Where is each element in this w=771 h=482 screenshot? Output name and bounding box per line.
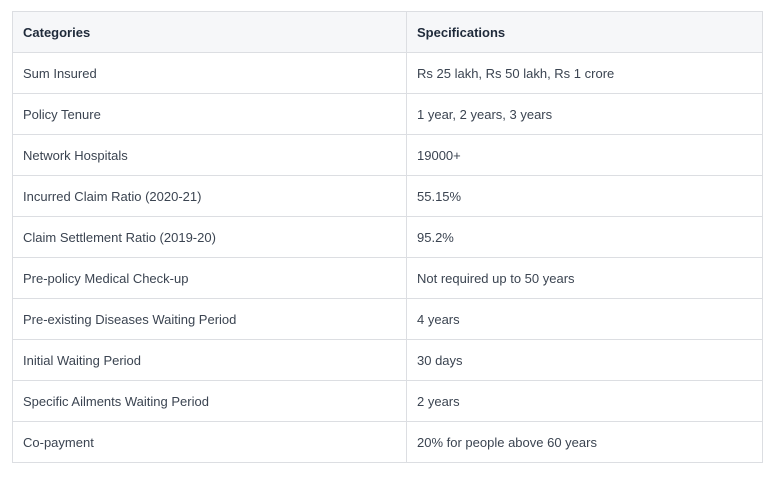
specification-cell: Not required up to 50 years — [407, 258, 763, 299]
specification-cell: 19000+ — [407, 135, 763, 176]
table-row: Initial Waiting Period 30 days — [13, 340, 763, 381]
header-row: Categories Specifications — [13, 12, 763, 53]
table-row: Network Hospitals 19000+ — [13, 135, 763, 176]
category-cell: Policy Tenure — [13, 94, 407, 135]
specification-cell: 95.2% — [407, 217, 763, 258]
specification-cell: Rs 25 lakh, Rs 50 lakh, Rs 1 crore — [407, 53, 763, 94]
table-row: Pre-policy Medical Check-up Not required… — [13, 258, 763, 299]
category-cell: Sum Insured — [13, 53, 407, 94]
category-cell: Network Hospitals — [13, 135, 407, 176]
category-cell: Co-payment — [13, 422, 407, 463]
table-row: Specific Ailments Waiting Period 2 years — [13, 381, 763, 422]
category-cell: Specific Ailments Waiting Period — [13, 381, 407, 422]
table-row: Incurred Claim Ratio (2020-21) 55.15% — [13, 176, 763, 217]
table-row: Policy Tenure 1 year, 2 years, 3 years — [13, 94, 763, 135]
table-row: Claim Settlement Ratio (2019-20) 95.2% — [13, 217, 763, 258]
specification-cell: 1 year, 2 years, 3 years — [407, 94, 763, 135]
table-body: Sum Insured Rs 25 lakh, Rs 50 lakh, Rs 1… — [13, 53, 763, 463]
table-row: Pre-existing Diseases Waiting Period 4 y… — [13, 299, 763, 340]
specification-cell: 2 years — [407, 381, 763, 422]
specification-cell: 30 days — [407, 340, 763, 381]
specifications-table: Categories Specifications Sum Insured Rs… — [12, 11, 763, 463]
specification-cell: 20% for people above 60 years — [407, 422, 763, 463]
column-header-specifications: Specifications — [407, 12, 763, 53]
category-cell: Pre-policy Medical Check-up — [13, 258, 407, 299]
category-cell: Initial Waiting Period — [13, 340, 407, 381]
category-cell: Incurred Claim Ratio (2020-21) — [13, 176, 407, 217]
table-header: Categories Specifications — [13, 12, 763, 53]
column-header-categories: Categories — [13, 12, 407, 53]
table-row: Co-payment 20% for people above 60 years — [13, 422, 763, 463]
specification-cell: 55.15% — [407, 176, 763, 217]
category-cell: Pre-existing Diseases Waiting Period — [13, 299, 407, 340]
specification-cell: 4 years — [407, 299, 763, 340]
category-cell: Claim Settlement Ratio (2019-20) — [13, 217, 407, 258]
table-row: Sum Insured Rs 25 lakh, Rs 50 lakh, Rs 1… — [13, 53, 763, 94]
